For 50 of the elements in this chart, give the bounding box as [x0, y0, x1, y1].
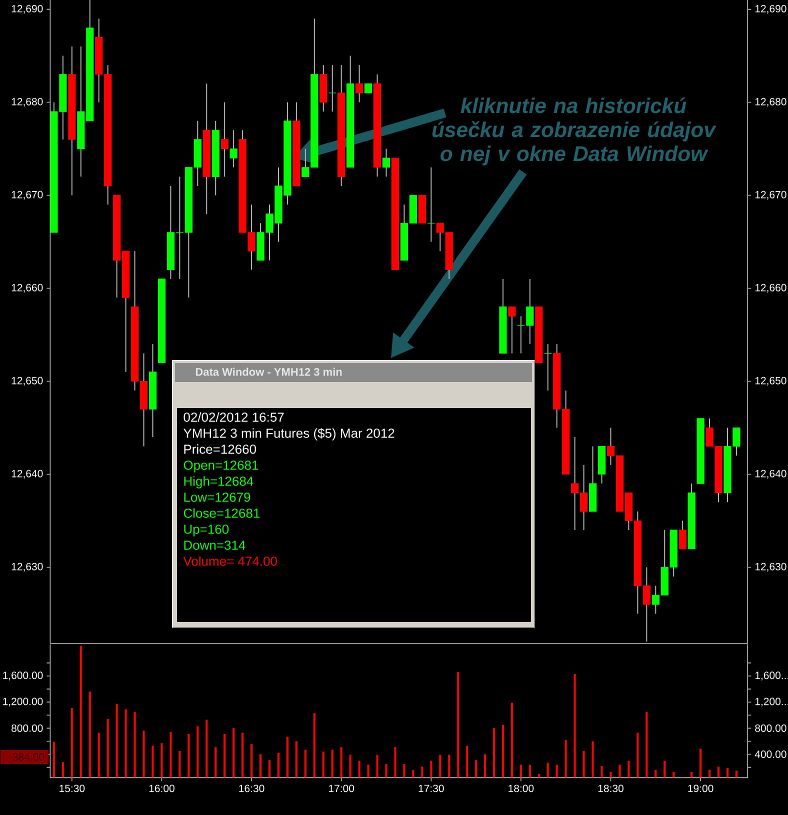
text: Data Window - YMH12 3 min [196, 368, 342, 376]
y-tick-label: 12,630 [12, 562, 43, 572]
y-tick-label: 1,600.00 [3, 672, 43, 680]
annotation: Close=12681 [184, 508, 260, 518]
y2-tick-label: 400.00 [754, 750, 786, 758]
y-tick-label: 1,200.00 [3, 698, 43, 706]
candlestick [678, 520, 686, 550]
annotation: Low=12679 [184, 492, 250, 502]
annotation: Down=314 [184, 540, 246, 550]
y2-tick-label: 12,630 [755, 562, 786, 572]
candlestick [328, 64, 336, 112]
annotation: High=12684 [184, 476, 254, 488]
y2-tick-label: 800.00 [755, 724, 786, 732]
y-tick-label: 12,670 [12, 190, 43, 200]
y-tick-label: 12,690 [12, 4, 43, 14]
candlestick [230, 130, 238, 168]
x-tick-label: 17:00 [329, 784, 354, 792]
candlestick [544, 344, 552, 392]
y2-tick-label: 12,680 [755, 98, 786, 107]
y-tick-label: 12,650 [12, 376, 43, 386]
x-tick-label: 15:30 [60, 784, 85, 792]
candlestick [356, 64, 364, 103]
annotation: Up=160 [184, 524, 229, 536]
y2-tick-label: 12,650 [755, 376, 786, 386]
candlestick [364, 83, 372, 94]
annotation: kliknutie na historickú úsečku a zobrazenie údajov o nej v okne Data Window [432, 97, 716, 166]
y-tick-label: 12,660 [12, 284, 43, 293]
y2-tick-label: 12,690 [755, 4, 786, 14]
y2-tick-label: 12,670 [755, 190, 786, 200]
annotation: Price=12660 [184, 444, 256, 454]
text: 384.00 [12, 753, 44, 761]
y2-tick-label: 12,640 [755, 470, 786, 479]
x-tick-label: 18:30 [598, 784, 624, 792]
x-tick-label: 18:00 [508, 784, 534, 792]
x-tick-label: 19:00 [688, 784, 714, 792]
candlestick [382, 148, 390, 178]
candlestick [427, 166, 435, 242]
y-tick-label: 800.00 [12, 724, 43, 732]
x-tick-label: 17:30 [418, 784, 444, 792]
y2-tick-label: 12,660 [755, 284, 786, 293]
annotation: Open=12681 [184, 460, 258, 472]
x-tick-label: 16:30 [239, 784, 264, 792]
y-tick-label: 12,640 [12, 470, 43, 479]
annotation: 02/02/2012 16:57 [184, 412, 284, 422]
y-tick-label: 12,680 [12, 98, 43, 107]
annotation: Volume= 474.00 [183, 556, 277, 566]
x-tick-label: 16:00 [149, 784, 174, 792]
candlestick [508, 306, 516, 354]
candlestick [220, 102, 228, 178]
annotation: YMH12 3 min Futures ($5) Mar 2012 [183, 428, 394, 440]
